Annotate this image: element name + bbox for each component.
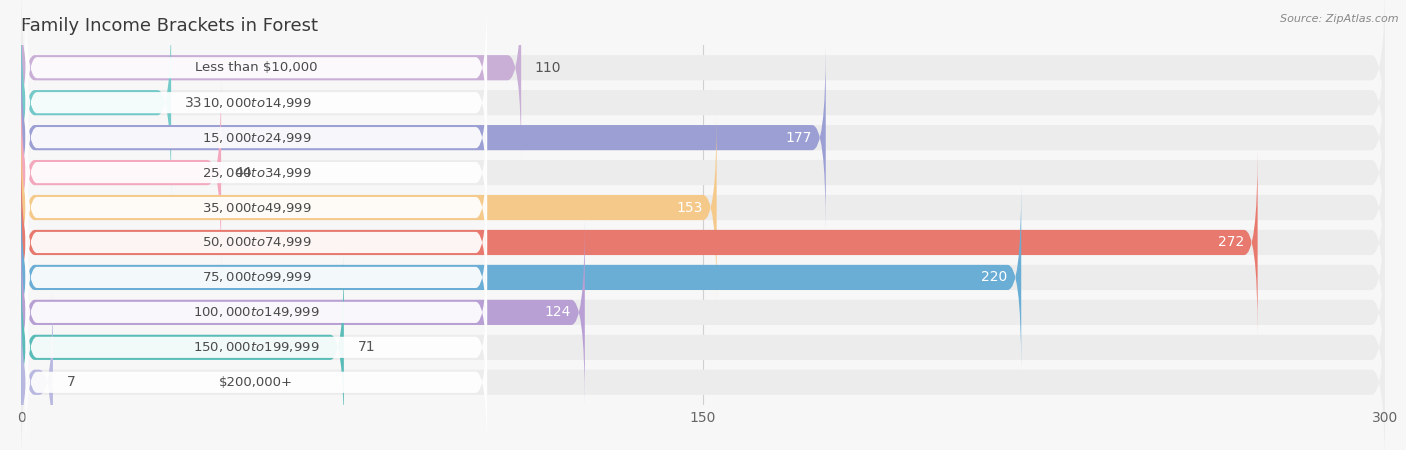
Text: Family Income Brackets in Forest: Family Income Brackets in Forest: [21, 17, 318, 35]
FancyBboxPatch shape: [21, 255, 1385, 440]
FancyBboxPatch shape: [25, 61, 486, 215]
FancyBboxPatch shape: [21, 115, 1385, 300]
FancyBboxPatch shape: [25, 201, 486, 354]
FancyBboxPatch shape: [21, 0, 522, 160]
Text: $10,000 to $14,999: $10,000 to $14,999: [201, 96, 311, 110]
Text: 177: 177: [786, 130, 813, 144]
Text: 272: 272: [1218, 235, 1244, 249]
FancyBboxPatch shape: [21, 290, 1385, 450]
Text: 71: 71: [357, 340, 375, 354]
Text: $200,000+: $200,000+: [219, 376, 294, 389]
FancyBboxPatch shape: [21, 80, 1385, 265]
FancyBboxPatch shape: [21, 220, 1385, 405]
FancyBboxPatch shape: [21, 150, 1385, 335]
Text: 124: 124: [544, 306, 571, 320]
FancyBboxPatch shape: [25, 235, 486, 389]
FancyBboxPatch shape: [25, 166, 486, 320]
FancyBboxPatch shape: [25, 0, 486, 144]
Text: 44: 44: [235, 166, 252, 180]
Text: Source: ZipAtlas.com: Source: ZipAtlas.com: [1281, 14, 1399, 23]
FancyBboxPatch shape: [21, 255, 344, 440]
FancyBboxPatch shape: [25, 96, 486, 249]
Text: $150,000 to $199,999: $150,000 to $199,999: [193, 340, 319, 354]
FancyBboxPatch shape: [21, 185, 1385, 370]
FancyBboxPatch shape: [21, 80, 221, 265]
FancyBboxPatch shape: [21, 290, 53, 450]
FancyBboxPatch shape: [21, 10, 1385, 195]
FancyBboxPatch shape: [21, 45, 1385, 230]
Text: $75,000 to $99,999: $75,000 to $99,999: [201, 270, 311, 284]
Text: 220: 220: [981, 270, 1008, 284]
FancyBboxPatch shape: [21, 45, 825, 230]
FancyBboxPatch shape: [21, 0, 1385, 160]
FancyBboxPatch shape: [21, 10, 172, 195]
FancyBboxPatch shape: [21, 185, 1021, 370]
FancyBboxPatch shape: [21, 220, 585, 405]
Text: $50,000 to $74,999: $50,000 to $74,999: [201, 235, 311, 249]
Text: Less than $10,000: Less than $10,000: [195, 61, 318, 74]
Text: $25,000 to $34,999: $25,000 to $34,999: [201, 166, 311, 180]
FancyBboxPatch shape: [25, 306, 486, 450]
FancyBboxPatch shape: [25, 270, 486, 424]
FancyBboxPatch shape: [21, 115, 717, 300]
Text: 110: 110: [534, 61, 561, 75]
Text: $35,000 to $49,999: $35,000 to $49,999: [201, 201, 311, 215]
Text: 33: 33: [184, 96, 202, 110]
Text: 153: 153: [676, 201, 703, 215]
FancyBboxPatch shape: [21, 150, 1257, 335]
FancyBboxPatch shape: [25, 130, 486, 284]
FancyBboxPatch shape: [25, 26, 486, 180]
Text: $15,000 to $24,999: $15,000 to $24,999: [201, 130, 311, 144]
Text: $100,000 to $149,999: $100,000 to $149,999: [193, 306, 319, 320]
Text: 7: 7: [66, 375, 76, 389]
